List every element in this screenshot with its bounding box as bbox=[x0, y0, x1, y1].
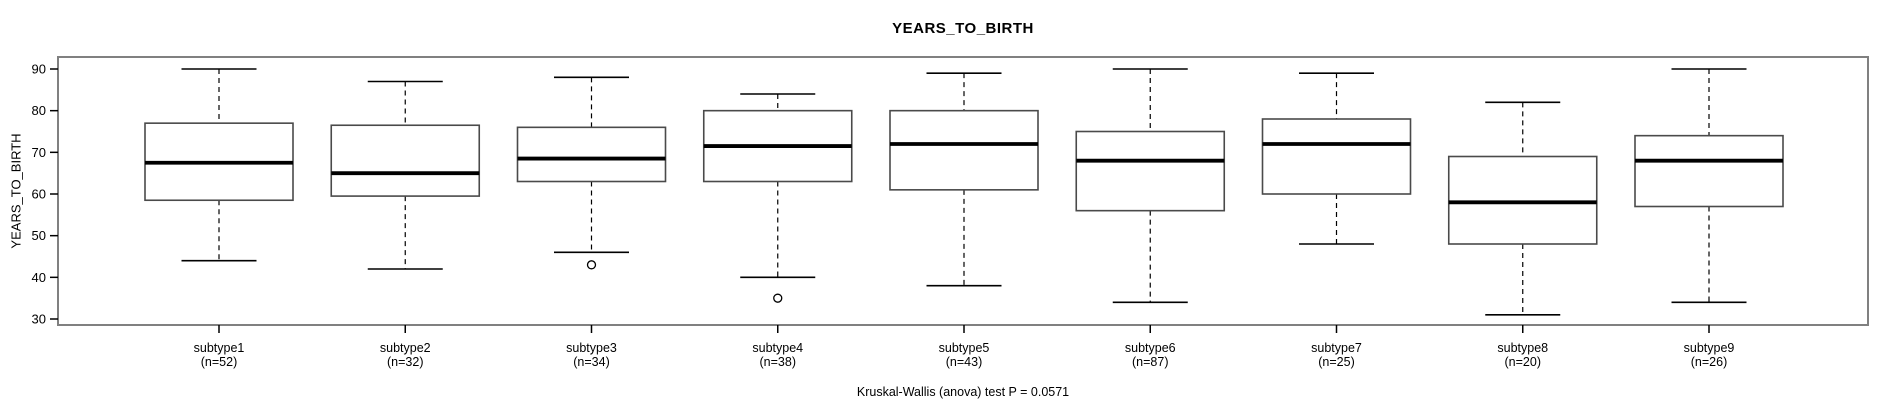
y-tick-label: 40 bbox=[32, 270, 46, 285]
x-tick-sublabel: (n=20) bbox=[1505, 355, 1541, 369]
x-tick-sublabel: (n=52) bbox=[201, 355, 237, 369]
x-tick-label: subtype9 bbox=[1684, 341, 1735, 355]
box bbox=[1447, 155, 1598, 245]
x-tick-label: subtype8 bbox=[1497, 341, 1548, 355]
outlier-point bbox=[773, 293, 783, 303]
chart-title: YEARS_TO_BIRTH bbox=[892, 20, 1034, 37]
box bbox=[330, 124, 481, 197]
x-tick-label: subtype7 bbox=[1311, 341, 1362, 355]
box bbox=[1261, 118, 1412, 195]
x-tick-label: subtype1 bbox=[194, 341, 245, 355]
x-tick-sublabel: (n=87) bbox=[1132, 355, 1168, 369]
x-tick-sublabel: (n=26) bbox=[1691, 355, 1727, 369]
box bbox=[889, 109, 1039, 191]
y-tick-label: 90 bbox=[32, 62, 46, 77]
plot-frame bbox=[57, 56, 1869, 326]
y-tick-label: 30 bbox=[32, 312, 46, 327]
y-tick-label: 50 bbox=[32, 228, 46, 243]
x-tick-sublabel: (n=32) bbox=[387, 355, 423, 369]
y-tick-label: 60 bbox=[32, 187, 46, 202]
y-tick-label: 70 bbox=[32, 145, 46, 160]
x-tick-sublabel: (n=38) bbox=[760, 355, 796, 369]
outlier-point bbox=[586, 260, 597, 270]
x-tick-sublabel: (n=43) bbox=[946, 355, 982, 369]
y-tick-label: 80 bbox=[32, 103, 46, 118]
x-tick-label: subtype3 bbox=[566, 341, 617, 355]
box bbox=[516, 126, 667, 183]
box bbox=[1075, 130, 1226, 212]
x-tick-sublabel: (n=25) bbox=[1318, 355, 1354, 369]
kruskal-wallis-annotation: Kruskal-Wallis (anova) test P = 0.0571 bbox=[856, 385, 1070, 399]
x-tick-label: subtype5 bbox=[939, 341, 990, 355]
x-tick-label: subtype6 bbox=[1125, 341, 1176, 355]
box bbox=[1634, 134, 1784, 208]
x-tick-sublabel: (n=34) bbox=[573, 355, 609, 369]
x-tick-label: subtype2 bbox=[380, 341, 431, 355]
x-tick-label: subtype4 bbox=[752, 341, 803, 355]
